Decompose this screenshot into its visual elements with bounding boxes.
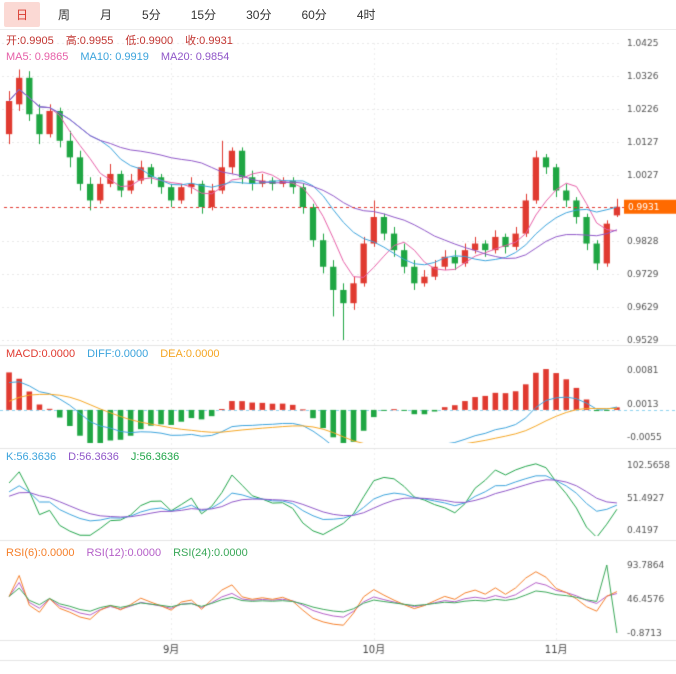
legend-item: RSI(6):0.0000 <box>6 547 75 559</box>
legend-item: 高:0.9955 <box>65 35 114 47</box>
chart-area: 开:0.9905 高:0.9955 低:0.9900 收:0.9931 MA5: 0.… <box>0 30 676 674</box>
legend-item: J:56.3636 <box>130 451 180 463</box>
legend-item: MA20: 0.9854 <box>160 51 230 63</box>
legend-item: K:56.3636 <box>6 451 57 463</box>
legend-item: 低:0.9900 <box>125 35 174 47</box>
legend-item: DEA:0.0000 <box>160 348 220 360</box>
ohlc-legend: 开:0.9905 高:0.9955 低:0.9900 收:0.9931 <box>6 35 233 48</box>
period-tab-6[interactable]: 30分 <box>246 8 272 22</box>
period-tab-5[interactable]: 15分 <box>190 8 217 22</box>
period-tab-8[interactable]: 4时 <box>356 8 376 22</box>
chart-canvas[interactable] <box>0 30 676 674</box>
period-tab-3[interactable]: 月 <box>100 8 113 22</box>
kdj-legend: K:56.3636 D:56.3636 J:56.3636 <box>6 451 179 464</box>
legend-item: MACD:0.0000 <box>6 348 76 360</box>
period-tab-2[interactable]: 周 <box>58 8 71 22</box>
rsi-legend: RSI(6):0.0000 RSI(12):0.0000 RSI(24):0.000… <box>6 547 248 560</box>
period-tab-1[interactable]: 日 <box>4 2 41 27</box>
legend-item: MA10: 0.9919 <box>80 51 149 63</box>
legend-item: MA5: 0.9865 <box>6 51 69 63</box>
legend-item: DIFF:0.0000 <box>87 348 149 360</box>
period-toolbar: 日 周 月 5分 15分 30分 60分 4时 <box>0 0 676 30</box>
legend-item: 收:0.9931 <box>185 35 233 47</box>
ma-legend: MA5: 0.9865 MA10: 0.9919 MA20: 0.9854 <box>6 51 229 64</box>
legend-item: RSI(24):0.0000 <box>173 547 248 559</box>
legend-item: 开:0.9905 <box>6 35 54 47</box>
legend-item: RSI(12):0.0000 <box>86 547 162 559</box>
legend-item: D:56.3636 <box>68 451 119 463</box>
period-tab-7[interactable]: 60分 <box>301 8 327 22</box>
period-tab-4[interactable]: 5分 <box>142 8 161 22</box>
macd-legend: MACD:0.0000 DIFF:0.0000 DEA:0.0000 <box>6 348 220 361</box>
